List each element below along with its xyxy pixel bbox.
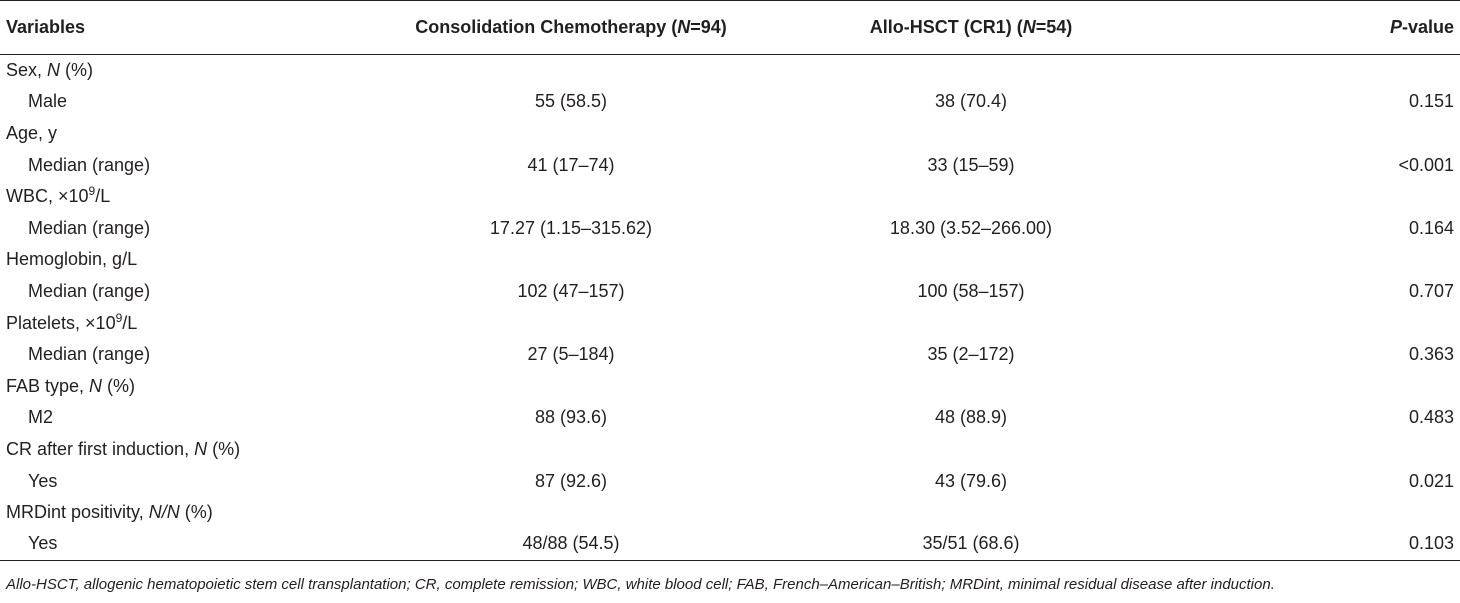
chemo-value: 102 (47–157) bbox=[517, 280, 625, 301]
subcategory-label: Median (range) bbox=[28, 217, 151, 238]
table-body: Sex, N (%) Male 55 (58.5) 38 (70.4) 0.151 Age… bbox=[0, 55, 1460, 561]
header-chemo-suffix: =94) bbox=[690, 17, 727, 37]
p-value-cell: <0.001 bbox=[1398, 154, 1454, 175]
header-p-suffix: -value bbox=[1401, 17, 1454, 37]
subcategory-label: M2 bbox=[28, 407, 54, 428]
hsct-value: 48 (88.9) bbox=[934, 407, 1008, 428]
p-value-cell: 0.707 bbox=[1408, 280, 1454, 301]
chemo-value: 55 (58.5) bbox=[534, 91, 608, 112]
variable-group-label: FAB type, N (%) bbox=[6, 375, 136, 396]
p-value-cell: 0.363 bbox=[1408, 344, 1454, 365]
table-group-row: CR after first induction, N (%) bbox=[0, 434, 1460, 466]
subcategory-label: Median (range) bbox=[28, 154, 151, 175]
hsct-value: 18.30 (3.52–266.00) bbox=[889, 217, 1053, 238]
table-group-row: Sex, N (%) bbox=[0, 55, 1460, 87]
p-value-cell: 0.483 bbox=[1408, 407, 1454, 428]
table-row: Median (range) 17.27 (1.15–315.62) 18.30 (… bbox=[0, 212, 1460, 244]
header-consolidation-chemotherapy: Consolidation Chemotherapy (N=94) bbox=[336, 0, 806, 55]
table-group-row: WBC, ×109/L bbox=[0, 181, 1460, 213]
table-header-row: Variables Consolidation Chemotherapy (N=… bbox=[0, 0, 1460, 55]
table-footnote: Allo-HSCT, allogenic hematopoietic stem … bbox=[6, 576, 1275, 593]
table-row: M2 88 (93.6) 48 (88.9) 0.483 bbox=[0, 402, 1460, 434]
table-row: Median (range) 102 (47–157) 100 (58–157) 0.… bbox=[0, 276, 1460, 308]
chemo-value: 41 (17–74) bbox=[527, 154, 615, 175]
table-group-row: FAB type, N (%) bbox=[0, 370, 1460, 402]
p-value-cell: 0.103 bbox=[1136, 528, 1460, 561]
hsct-value: 35 (2–172) bbox=[927, 344, 1015, 365]
table-group-row: Age, y bbox=[0, 118, 1460, 150]
header-chemo-prefix: Consolidation Chemotherapy ( bbox=[415, 17, 678, 37]
variable-group-label: WBC, ×109/L bbox=[6, 184, 111, 207]
variable-group-label: Platelets, ×109/L bbox=[6, 310, 138, 333]
chemo-value: 17.27 (1.15–315.62) bbox=[489, 217, 653, 238]
hsct-value: 35/51 (68.6) bbox=[806, 528, 1136, 561]
variable-group-label: Hemoglobin, g/L bbox=[6, 249, 138, 270]
table-group-row: MRDint positivity, N/N (%) bbox=[0, 497, 1460, 529]
chemo-value: 27 (5–184) bbox=[527, 344, 615, 365]
header-hsct-suffix: =54) bbox=[1035, 17, 1073, 37]
p-value-cell: 0.151 bbox=[1408, 91, 1454, 112]
chemo-value: 48/88 (54.5) bbox=[336, 528, 806, 561]
table-group-row: Hemoglobin, g/L bbox=[0, 244, 1460, 276]
variable-group-label: Age, y bbox=[6, 122, 58, 143]
baseline-characteristics-table: Variables Consolidation Chemotherapy (N=… bbox=[0, 0, 1460, 561]
hsct-value: 33 (15–59) bbox=[927, 154, 1015, 175]
header-p-value: P-value bbox=[1136, 0, 1460, 55]
variable-group-label: MRDint positivity, N/N (%) bbox=[6, 502, 213, 523]
header-hsct-n: N bbox=[1022, 17, 1036, 37]
p-value-cell: 0.164 bbox=[1408, 217, 1454, 238]
subcategory-label: Yes bbox=[0, 528, 336, 561]
header-chemo-n: N bbox=[677, 17, 691, 37]
subcategory-label: Yes bbox=[28, 470, 58, 491]
table-row: Yes 87 (92.6) 43 (79.6) 0.021 bbox=[0, 465, 1460, 497]
table-row: Male 55 (58.5) 38 (70.4) 0.151 bbox=[0, 86, 1460, 118]
chemo-value: 87 (92.6) bbox=[534, 470, 608, 491]
header-allo-hsct: Allo-HSCT (CR1) (N=54) bbox=[806, 0, 1136, 55]
p-value-cell: 0.021 bbox=[1408, 470, 1454, 491]
header-p-italic: P bbox=[1389, 17, 1402, 37]
table-row: Yes 48/88 (54.5) 35/51 (68.6) 0.103 bbox=[0, 528, 1460, 561]
hsct-value: 43 (79.6) bbox=[934, 470, 1008, 491]
variable-group-label: Sex, N (%) bbox=[6, 60, 94, 81]
table-group-row: Platelets, ×109/L bbox=[0, 307, 1460, 339]
table-row: Median (range) 41 (17–74) 33 (15–59) <0.001 bbox=[0, 149, 1460, 181]
variable-group-label: CR after first induction, N (%) bbox=[6, 438, 241, 459]
subcategory-label: Median (range) bbox=[28, 344, 151, 365]
hsct-value: 100 (58–157) bbox=[917, 280, 1025, 301]
chemo-value: 88 (93.6) bbox=[534, 407, 608, 428]
header-variables: Variables bbox=[0, 0, 336, 55]
subcategory-label: Male bbox=[28, 91, 68, 112]
hsct-value: 38 (70.4) bbox=[934, 91, 1008, 112]
header-hsct-prefix: Allo-HSCT (CR1) ( bbox=[869, 17, 1023, 37]
subcategory-label: Median (range) bbox=[28, 280, 151, 301]
table-row: Median (range) 27 (5–184) 35 (2–172) 0.363 bbox=[0, 339, 1460, 371]
